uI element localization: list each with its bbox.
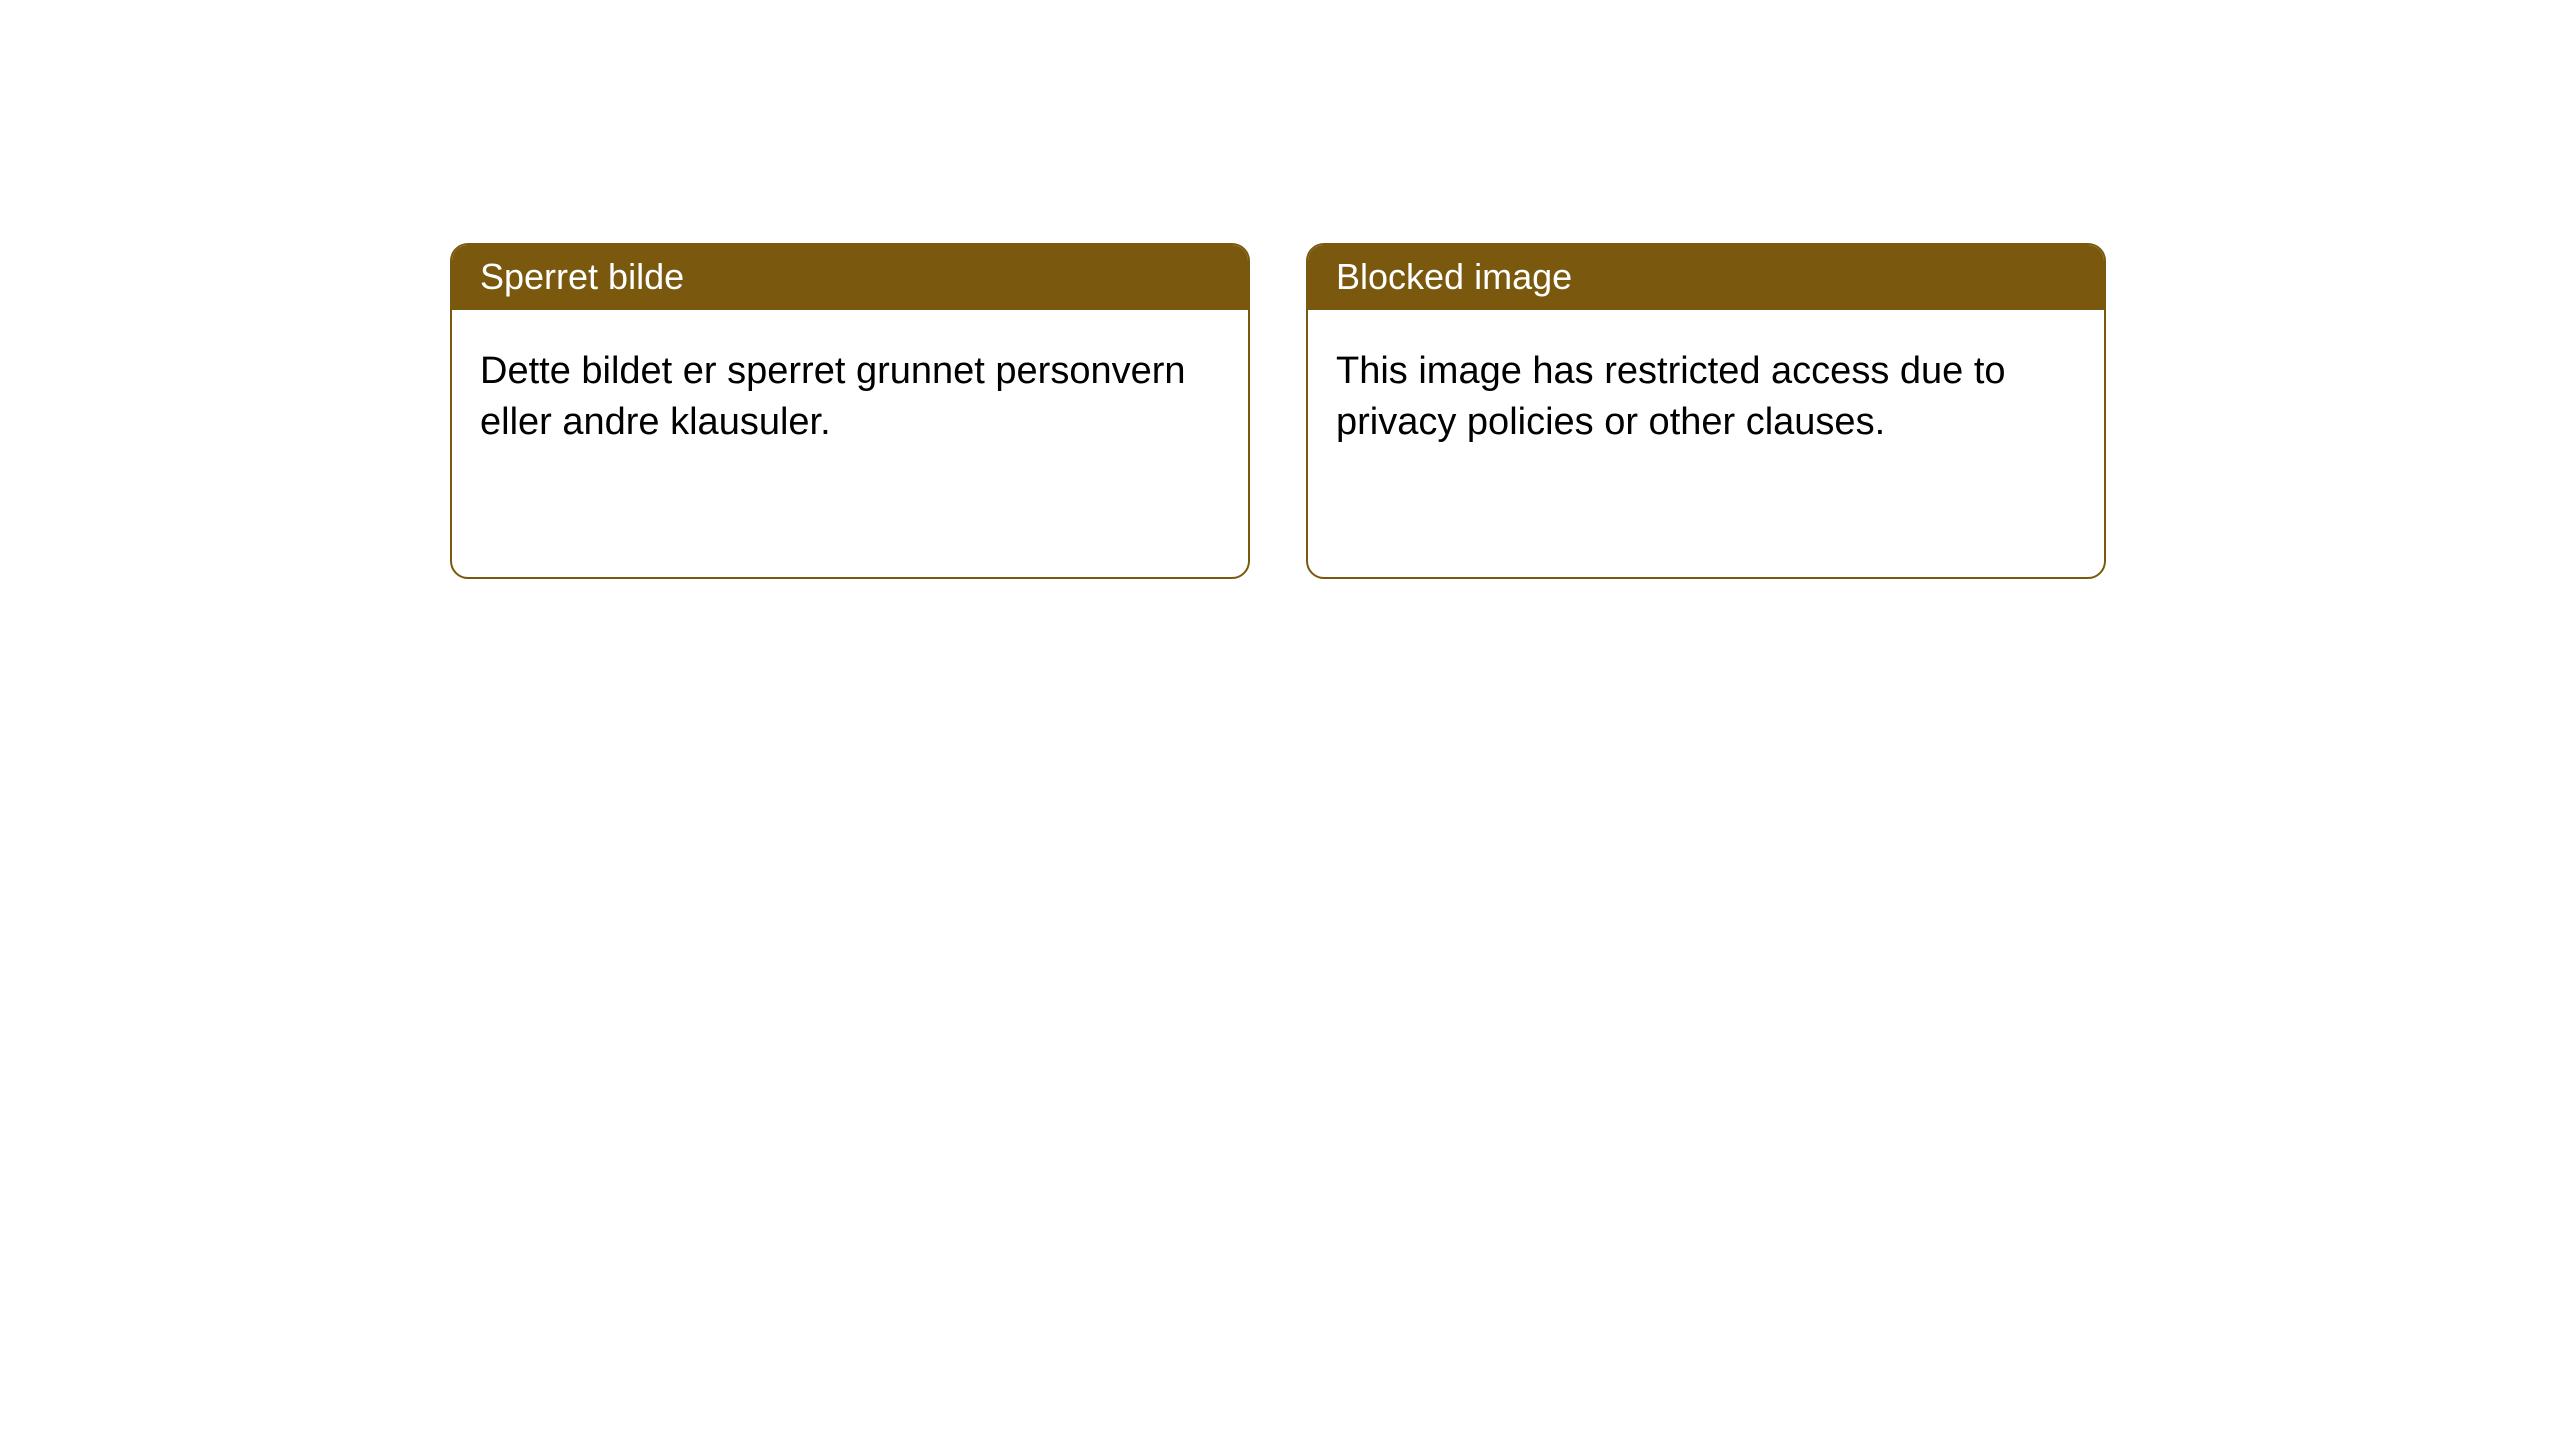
notice-container: Sperret bilde Dette bildet er sperret gr… — [0, 0, 2560, 579]
notice-body: This image has restricted access due to … — [1308, 310, 2104, 485]
notice-title: Sperret bilde — [480, 256, 684, 297]
notice-title: Blocked image — [1336, 256, 1572, 297]
notice-box-english: Blocked image This image has restricted … — [1306, 243, 2106, 579]
notice-box-norwegian: Sperret bilde Dette bildet er sperret gr… — [450, 243, 1250, 579]
notice-header: Sperret bilde — [452, 245, 1248, 310]
notice-body-text: Dette bildet er sperret grunnet personve… — [480, 350, 1186, 443]
notice-body-text: This image has restricted access due to … — [1336, 350, 2006, 443]
notice-body: Dette bildet er sperret grunnet personve… — [452, 310, 1248, 485]
notice-header: Blocked image — [1308, 245, 2104, 310]
